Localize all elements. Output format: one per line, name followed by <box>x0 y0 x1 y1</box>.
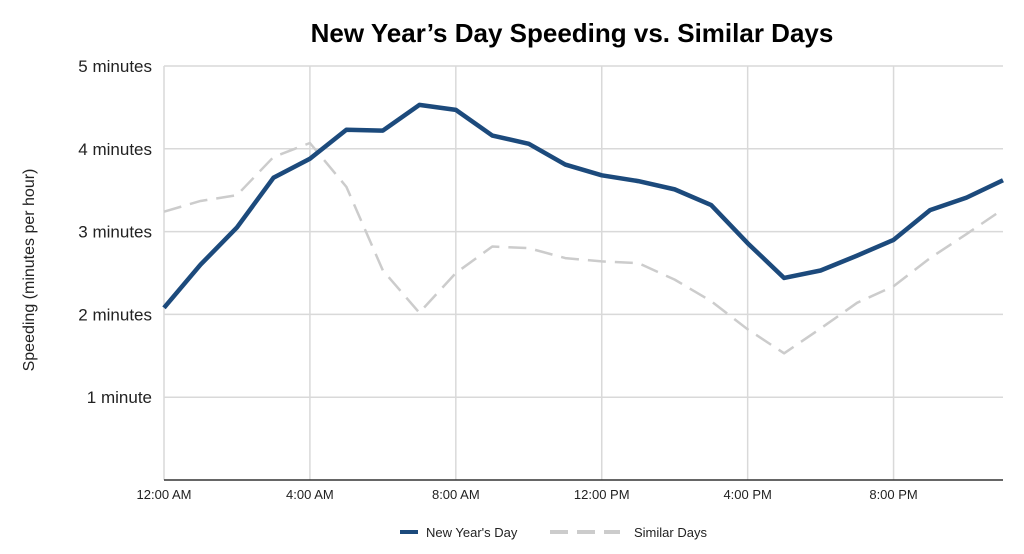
chart-title: New Year’s Day Speeding vs. Similar Days <box>311 18 834 48</box>
y-tick-labels: 1 minute 2 minutes 3 minutes 4 minutes 5 min… <box>78 57 152 407</box>
legend-label: Similar Days <box>634 525 707 540</box>
y-tick-label: 2 minutes <box>78 305 152 324</box>
legend-label: New Year's Day <box>426 525 518 540</box>
series-lines <box>162 102 1004 355</box>
x-tick-label: 8:00 PM <box>869 487 917 502</box>
x-tick-label: 4:00 AM <box>286 487 334 502</box>
legend: New Year's Day Similar Days <box>400 525 707 540</box>
series-line-new-year-s-day <box>162 102 1004 310</box>
x-tick-label: 12:00 PM <box>574 487 630 502</box>
y-tick-label: 3 minutes <box>78 223 152 242</box>
x-tick-label: 8:00 AM <box>432 487 480 502</box>
gridlines <box>163 65 1003 481</box>
y-axis-label: Speeding (minutes per hour) <box>21 169 38 372</box>
x-tick-label: 4:00 PM <box>723 487 771 502</box>
y-tick-label: 1 minute <box>87 388 152 407</box>
y-tick-label: 5 minutes <box>78 57 152 76</box>
x-tick-labels: 12:00 AM 4:00 AM 8:00 AM 12:00 PM 4:00 PM 8:0… <box>137 487 918 502</box>
x-tick-label: 12:00 AM <box>137 487 192 502</box>
y-tick-label: 4 minutes <box>78 140 152 159</box>
